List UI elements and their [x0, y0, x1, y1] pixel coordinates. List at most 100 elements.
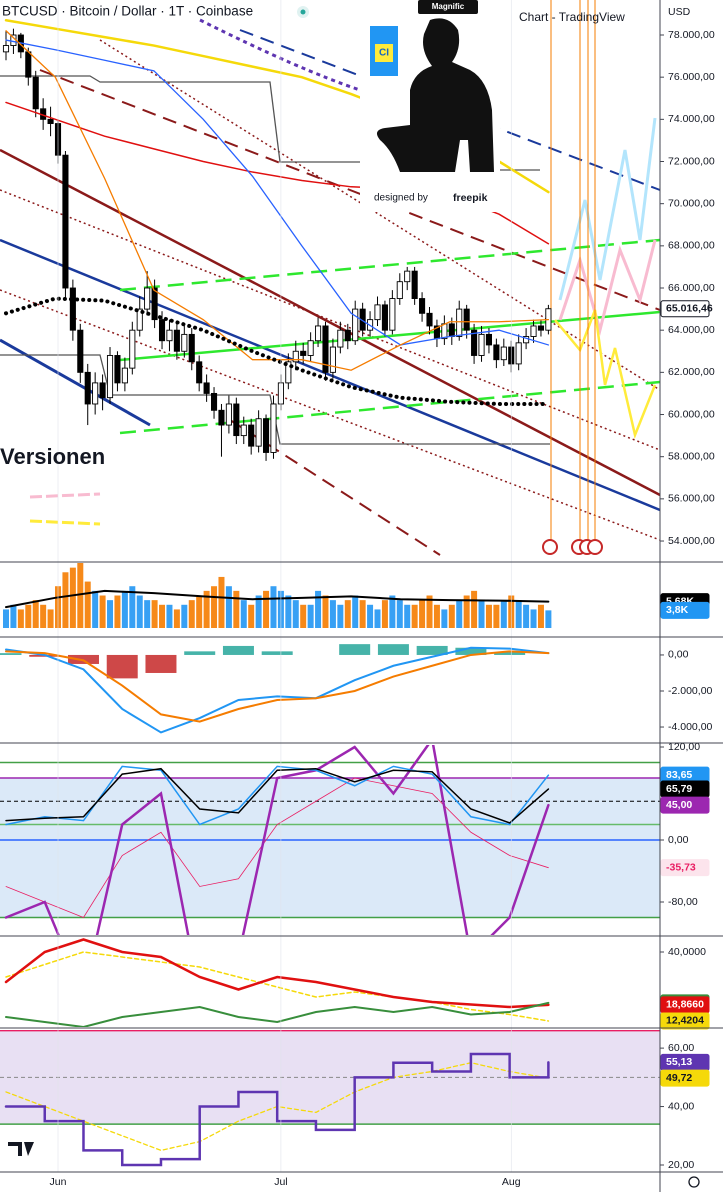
- candle-body: [233, 403, 240, 437]
- volume-bar: [136, 595, 143, 628]
- candle-body: [47, 118, 54, 125]
- volume-bar: [166, 604, 173, 628]
- candle-body: [374, 304, 381, 321]
- volume-bar: [441, 609, 448, 628]
- y-tick-label: 62.000,00: [668, 366, 715, 378]
- y-tick-label: -80,00: [668, 896, 698, 908]
- volume-bar: [374, 609, 381, 628]
- y-tick-label: 54.000,00: [668, 535, 715, 547]
- series-line: [5, 1001, 550, 1027]
- y-tick-label: 66.000,00: [668, 282, 715, 294]
- candle-body: [530, 325, 537, 337]
- volume-bar: [181, 604, 188, 628]
- volume-bar: [121, 590, 128, 628]
- candle-body: [106, 355, 114, 399]
- candle-body: [493, 344, 500, 361]
- y-tick-label: -4.000,00: [668, 721, 713, 733]
- currency-label: USD: [668, 6, 691, 18]
- x-tick-label: Aug: [502, 1176, 521, 1188]
- event-flag[interactable]: [587, 539, 603, 555]
- volume-bar: [47, 609, 54, 628]
- candle-body: [426, 312, 433, 327]
- price-label: 65,79: [666, 783, 692, 795]
- series-line: [4, 938, 550, 1009]
- candle-body: [248, 424, 255, 447]
- volume-bar: [389, 595, 396, 628]
- candle-body: [121, 367, 128, 384]
- price-label-box: [660, 1012, 710, 1030]
- volume-bar: [292, 600, 299, 628]
- volume-bar: [3, 609, 9, 628]
- panel-body: [0, 1030, 660, 1167]
- volume-bar: [493, 604, 500, 628]
- ad-silhouette: [376, 18, 494, 173]
- candle-body: [389, 298, 396, 331]
- volume-bar: [10, 604, 17, 628]
- dashed-curve: [199, 18, 361, 92]
- status-dot-inner: [300, 9, 306, 15]
- histogram-bar: [261, 651, 293, 655]
- projection: [558, 239, 657, 336]
- candle-body: [203, 382, 210, 394]
- volume-bar: [225, 586, 232, 628]
- series-line: [5, 30, 550, 371]
- event-flag[interactable]: [542, 539, 558, 555]
- series-line: [5, 39, 550, 346]
- panel: 0,00 -2.000,00 -4.000,00: [0, 644, 713, 734]
- candle-body: [166, 329, 173, 342]
- volume-bar: [411, 604, 418, 628]
- candle-body: [285, 361, 292, 384]
- volume-bar: [211, 586, 218, 628]
- histogram-bar: [494, 652, 526, 655]
- price-label-box: [660, 601, 710, 619]
- volume-bar: [92, 590, 99, 628]
- green-line: [119, 310, 661, 362]
- candle-body: [307, 340, 314, 356]
- candle-body: [114, 355, 121, 384]
- series-line: [5, 767, 550, 824]
- volume-bar: [107, 600, 114, 628]
- symbol-title: BTCUSD · Bitcoin / Dollar · 1T · Coinbas…: [2, 4, 253, 19]
- price-label: -35,73: [666, 861, 696, 873]
- green-dashed-line: [119, 380, 661, 435]
- candle-body: [62, 154, 69, 289]
- ad-credit: designed by: [374, 193, 428, 204]
- volume-bar: [367, 604, 374, 628]
- panel-body: [0, 644, 550, 734]
- volume-bar: [25, 604, 32, 628]
- volume-bar: [456, 600, 463, 628]
- candle-body: [240, 424, 247, 437]
- histogram-bar: [416, 645, 448, 655]
- candle-body: [441, 323, 448, 340]
- volume-bar: [233, 590, 240, 628]
- settings-icon[interactable]: [688, 1176, 700, 1188]
- y-tick-label: 76.000,00: [668, 71, 715, 83]
- y-tick-label: 72.000,00: [668, 155, 715, 167]
- volume-bar: [196, 595, 203, 628]
- price-label: 18,8660: [666, 999, 704, 1011]
- y-tick-label: -2.000,00: [668, 685, 713, 697]
- volume-bar: [322, 595, 329, 628]
- candle-body: [196, 361, 203, 384]
- volume-bar: [77, 563, 84, 628]
- volume-bar: [114, 595, 121, 628]
- series-line: [5, 646, 550, 734]
- y-tick-label: 40,00: [668, 1100, 694, 1112]
- y-tick-label: 56.000,00: [668, 493, 715, 505]
- histogram-bar: [339, 644, 371, 655]
- volume-bar: [17, 609, 24, 628]
- candle-body: [381, 304, 388, 331]
- candle-body: [136, 308, 143, 331]
- volume-bar: [359, 600, 366, 628]
- candle-body: [2, 45, 10, 53]
- panel: 60,00 40,00 20,00 55,13 49,72: [0, 1030, 710, 1171]
- green-dashed-line: [119, 238, 661, 292]
- ad-logo-inner: [375, 44, 393, 62]
- candle-body: [404, 270, 411, 283]
- price-label-box: [660, 859, 710, 877]
- candle-body: [411, 270, 418, 300]
- volume-bar: [515, 600, 522, 628]
- price-label: 55,13: [666, 1056, 692, 1068]
